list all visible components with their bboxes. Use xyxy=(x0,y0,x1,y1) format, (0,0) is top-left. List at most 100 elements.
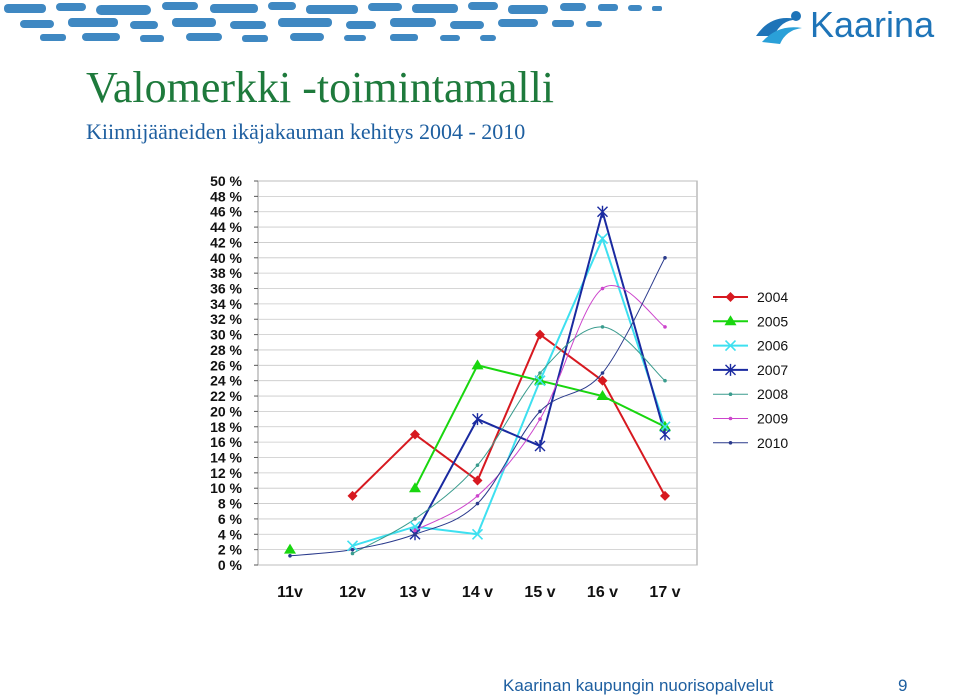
data-point-2007 xyxy=(597,205,608,218)
data-point-2004 xyxy=(472,475,483,486)
data-point-2005 xyxy=(409,482,421,493)
data-point-2010 xyxy=(350,547,355,552)
legend-label: 2009 xyxy=(757,411,788,427)
data-point-2008 xyxy=(350,551,355,556)
x-tick-label: 11v xyxy=(277,584,303,601)
data-point-2004 xyxy=(410,429,420,440)
series-markers xyxy=(284,205,671,558)
data-point-2005 xyxy=(284,543,296,554)
y-tick-label: 42 % xyxy=(210,234,242,250)
y-tick-label: 24 % xyxy=(210,373,242,389)
legend-label: 2004 xyxy=(757,289,788,305)
legend-label: 2007 xyxy=(757,362,788,378)
data-point-2004 xyxy=(535,329,545,340)
y-tick-label: 14 % xyxy=(210,449,242,465)
x-tick-label: 14 v xyxy=(462,584,493,601)
legend-marker-2007 xyxy=(725,363,736,376)
page-number: 9 xyxy=(898,676,908,695)
line-chart: 0 %2 %4 %6 %8 %10 %12 %14 %16 %18 %20 %2… xyxy=(210,173,788,601)
slide-title: Valomerkki -toimintamalli xyxy=(86,63,555,112)
y-tick-label: 16 % xyxy=(210,434,242,450)
legend-marker-2006 xyxy=(724,340,737,352)
data-point-2008 xyxy=(600,325,605,329)
data-point-2004 xyxy=(347,490,358,501)
data-point-2009 xyxy=(663,325,667,329)
footer-text: Kaarinan kaupungin nuorisopalvelut xyxy=(503,676,774,695)
y-tick-label: 44 % xyxy=(210,219,242,235)
data-point-2007 xyxy=(472,413,483,426)
data-point-2006 xyxy=(596,233,609,245)
y-tick-label: 6 % xyxy=(218,511,243,527)
data-point-2010 xyxy=(663,255,667,260)
y-tick-label: 48 % xyxy=(210,188,242,204)
x-tick-label: 16 v xyxy=(587,584,618,601)
data-point-2009 xyxy=(475,494,480,498)
data-point-2006 xyxy=(346,540,359,552)
legend-marker-2004 xyxy=(725,292,736,302)
data-point-2010 xyxy=(600,371,605,375)
legend-label: 2005 xyxy=(757,313,788,329)
legend-marker-2009 xyxy=(728,416,733,421)
x-tick-label: 15 v xyxy=(524,584,555,601)
legend-label: 2010 xyxy=(757,435,788,451)
data-point-2010 xyxy=(413,532,417,537)
x-tick-label: 12v xyxy=(339,584,366,601)
header-decoration xyxy=(4,2,662,42)
y-tick-label: 4 % xyxy=(218,526,243,542)
y-tick-label: 28 % xyxy=(210,342,242,358)
series-line-2009 xyxy=(414,285,666,531)
data-point-2009 xyxy=(413,528,417,533)
x-axis-ticks: 11v 12v 13 v 14 v 15 v 16 v 17 v xyxy=(277,584,681,601)
chart-legend: 2004 2005 2006 2007 2008 2009 2010 xyxy=(713,289,788,451)
y-tick-label: 12 % xyxy=(210,465,242,481)
legend-marker-2008 xyxy=(728,392,733,397)
y-tick-label: 40 % xyxy=(210,250,242,266)
legend-label: 2008 xyxy=(757,386,788,402)
data-point-2006 xyxy=(471,528,484,540)
series-line-2010 xyxy=(289,257,666,557)
y-tick-label: 26 % xyxy=(210,357,242,373)
slide-subtitle: Kiinnijääneiden ikäjakauman kehitys 2004… xyxy=(86,119,526,144)
data-point-2009 xyxy=(600,286,605,291)
y-tick-label: 34 % xyxy=(210,296,242,312)
y-tick-label: 30 % xyxy=(210,327,242,343)
data-point-2006 xyxy=(534,375,546,387)
y-tick-label: 22 % xyxy=(210,388,242,404)
y-tick-label: 20 % xyxy=(210,403,242,419)
data-point-2008 xyxy=(475,463,480,467)
data-point-2005 xyxy=(471,359,484,370)
y-tick-label: 50 % xyxy=(210,173,242,189)
data-point-2008 xyxy=(413,517,417,521)
y-tick-label: 8 % xyxy=(218,496,243,512)
x-tick-label: 17 v xyxy=(649,584,680,601)
x-tick-label: 13 v xyxy=(399,584,430,601)
data-point-2007 xyxy=(534,439,546,452)
y-tick-label: 32 % xyxy=(210,311,242,327)
data-point-2008 xyxy=(538,371,542,375)
y-tick-label: 0 % xyxy=(218,557,243,573)
data-point-2006 xyxy=(409,521,421,533)
y-tick-label: 36 % xyxy=(210,281,242,297)
plot-area xyxy=(257,180,698,566)
y-tick-label: 18 % xyxy=(210,419,242,435)
legend-marker-2010 xyxy=(728,441,733,445)
legend-label: 2006 xyxy=(757,338,788,354)
y-tick-label: 38 % xyxy=(210,265,242,281)
series-line-2004 xyxy=(351,333,666,497)
data-point-2008 xyxy=(663,378,667,383)
brand-name: Kaarina xyxy=(810,4,935,45)
data-point-2009 xyxy=(538,417,542,421)
legend-marker-2005 xyxy=(724,315,737,326)
data-point-2005 xyxy=(596,390,609,401)
chart-grid xyxy=(254,180,698,566)
data-point-2004 xyxy=(597,375,608,386)
y-axis-ticks: 0 %2 %4 %6 %8 %10 %12 %14 %16 %18 %20 %2… xyxy=(210,173,242,573)
y-tick-label: 46 % xyxy=(210,204,242,220)
data-point-2010 xyxy=(288,553,292,558)
y-tick-label: 2 % xyxy=(218,542,243,558)
data-point-2006 xyxy=(659,421,671,433)
kaarina-logo xyxy=(756,11,802,44)
data-point-2010 xyxy=(538,409,542,414)
data-point-2007 xyxy=(659,428,671,441)
data-point-2004 xyxy=(660,490,670,501)
